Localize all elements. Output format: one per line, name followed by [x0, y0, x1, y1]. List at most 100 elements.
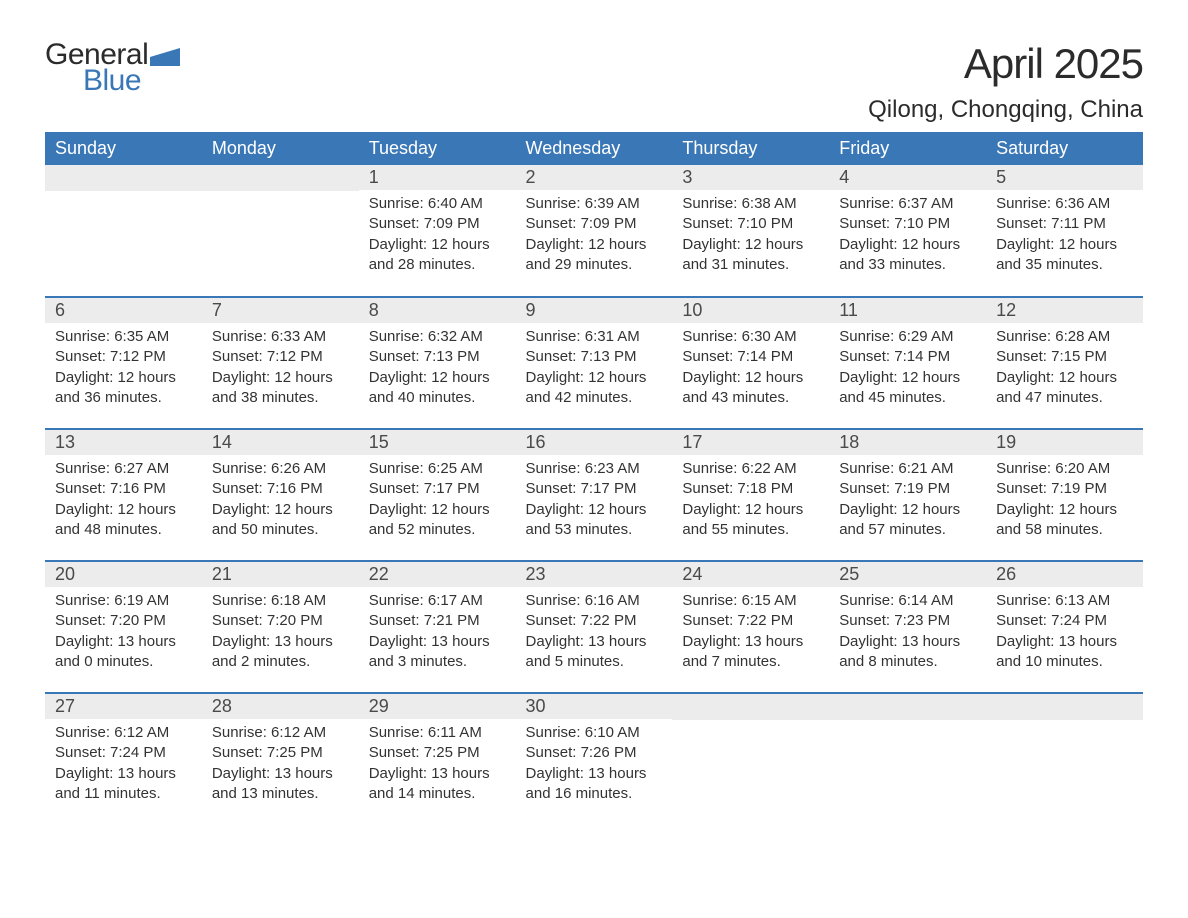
daylight-line: Daylight: 12 hours and 42 minutes. [526, 368, 663, 409]
day-number: 24 [672, 562, 829, 587]
sunset-line: Sunset: 7:11 PM [996, 214, 1133, 234]
day-number: 2 [516, 165, 673, 190]
sunrise-line-label: Sunrise: [526, 195, 585, 212]
sunset-line-label: Sunset: [55, 348, 110, 365]
day-body: Sunrise: 6:39 AMSunset: 7:09 PMDaylight:… [516, 190, 673, 283]
daylight-line-label: Daylight: [526, 369, 589, 386]
sunset-line-label: Sunset: [369, 744, 424, 761]
weekday-header: Wednesday [516, 132, 673, 165]
day-number: 1 [359, 165, 516, 190]
day-body: Sunrise: 6:17 AMSunset: 7:21 PMDaylight:… [359, 587, 516, 680]
sunset-line-value: 7:25 PM [267, 744, 323, 761]
daylight-line-label: Daylight: [996, 633, 1059, 650]
sunset-line: Sunset: 7:20 PM [55, 611, 192, 631]
sunrise-line-label: Sunrise: [839, 592, 898, 609]
day-body: Sunrise: 6:33 AMSunset: 7:12 PMDaylight:… [202, 323, 359, 416]
daylight-line: Daylight: 13 hours and 11 minutes. [55, 764, 192, 805]
sunset-line-label: Sunset: [212, 612, 267, 629]
day-body: Sunrise: 6:40 AMSunset: 7:09 PMDaylight:… [359, 190, 516, 283]
sunset-line-value: 7:21 PM [424, 612, 480, 629]
sunset-line-label: Sunset: [682, 348, 737, 365]
day-body: Sunrise: 6:19 AMSunset: 7:20 PMDaylight:… [45, 587, 202, 680]
sunrise-line-label: Sunrise: [369, 592, 428, 609]
daylight-line: Daylight: 13 hours and 7 minutes. [682, 632, 819, 673]
sunset-line: Sunset: 7:22 PM [526, 611, 663, 631]
calendar-cell: 29Sunrise: 6:11 AMSunset: 7:25 PMDayligh… [359, 693, 516, 825]
sunrise-line-value: 6:16 AM [585, 592, 640, 609]
sunrise-line-label: Sunrise: [212, 724, 271, 741]
daylight-line-label: Daylight: [369, 236, 432, 253]
day-number: 23 [516, 562, 673, 587]
weekday-header: Sunday [45, 132, 202, 165]
sunset-line: Sunset: 7:10 PM [839, 214, 976, 234]
day-number: 26 [986, 562, 1143, 587]
sunset-line-label: Sunset: [526, 612, 581, 629]
daylight-line: Daylight: 13 hours and 10 minutes. [996, 632, 1133, 673]
sunrise-line-value: 6:33 AM [271, 328, 326, 345]
calendar-cell: 20Sunrise: 6:19 AMSunset: 7:20 PMDayligh… [45, 561, 202, 693]
sunrise-line-value: 6:28 AM [1055, 328, 1110, 345]
sunset-line-value: 7:24 PM [1051, 612, 1107, 629]
sunrise-line-value: 6:19 AM [114, 592, 169, 609]
sunrise-line-value: 6:32 AM [428, 328, 483, 345]
sunset-line: Sunset: 7:18 PM [682, 479, 819, 499]
sunrise-line: Sunrise: 6:12 AM [212, 723, 349, 743]
sunrise-line: Sunrise: 6:22 AM [682, 459, 819, 479]
calendar-week-row: 6Sunrise: 6:35 AMSunset: 7:12 PMDaylight… [45, 297, 1143, 429]
sunset-line: Sunset: 7:20 PM [212, 611, 349, 631]
sunset-line-label: Sunset: [996, 612, 1051, 629]
sunrise-line: Sunrise: 6:26 AM [212, 459, 349, 479]
sunset-line-value: 7:25 PM [424, 744, 480, 761]
daylight-line-label: Daylight: [839, 369, 902, 386]
sunrise-line-value: 6:27 AM [114, 460, 169, 477]
sunset-line-label: Sunset: [839, 612, 894, 629]
calendar-week-row: 20Sunrise: 6:19 AMSunset: 7:20 PMDayligh… [45, 561, 1143, 693]
day-number: 13 [45, 430, 202, 455]
sunrise-line: Sunrise: 6:18 AM [212, 591, 349, 611]
daylight-line-label: Daylight: [996, 236, 1059, 253]
logo-text-2: Blue [83, 66, 180, 96]
day-body: Sunrise: 6:29 AMSunset: 7:14 PMDaylight:… [829, 323, 986, 416]
daylight-line-label: Daylight: [369, 765, 432, 782]
sunrise-line: Sunrise: 6:12 AM [55, 723, 192, 743]
sunset-line-label: Sunset: [55, 480, 110, 497]
daylight-line: Daylight: 12 hours and 29 minutes. [526, 235, 663, 276]
sunrise-line: Sunrise: 6:39 AM [526, 194, 663, 214]
calendar-cell [672, 693, 829, 825]
daylight-line-label: Daylight: [369, 501, 432, 518]
sunset-line: Sunset: 7:19 PM [839, 479, 976, 499]
day-number: 14 [202, 430, 359, 455]
sunset-line: Sunset: 7:13 PM [526, 347, 663, 367]
sunrise-line-label: Sunrise: [212, 328, 271, 345]
calendar-cell: 30Sunrise: 6:10 AMSunset: 7:26 PMDayligh… [516, 693, 673, 825]
daylight-line: Daylight: 13 hours and 16 minutes. [526, 764, 663, 805]
day-number: 10 [672, 298, 829, 323]
sunrise-line: Sunrise: 6:40 AM [369, 194, 506, 214]
sunset-line-value: 7:14 PM [894, 348, 950, 365]
sunset-line: Sunset: 7:22 PM [682, 611, 819, 631]
day-number: 11 [829, 298, 986, 323]
day-body: Sunrise: 6:14 AMSunset: 7:23 PMDaylight:… [829, 587, 986, 680]
day-body: Sunrise: 6:20 AMSunset: 7:19 PMDaylight:… [986, 455, 1143, 548]
sunset-line-label: Sunset: [996, 215, 1051, 232]
sunset-line-value: 7:14 PM [737, 348, 793, 365]
sunrise-line-value: 6:15 AM [742, 592, 797, 609]
sunset-line-value: 7:10 PM [894, 215, 950, 232]
daylight-line-label: Daylight: [682, 236, 745, 253]
daylight-line-label: Daylight: [839, 633, 902, 650]
sunrise-line-value: 6:23 AM [585, 460, 640, 477]
day-body: Sunrise: 6:27 AMSunset: 7:16 PMDaylight:… [45, 455, 202, 548]
day-number: 27 [45, 694, 202, 719]
sunrise-line-label: Sunrise: [369, 460, 428, 477]
sunset-line-value: 7:17 PM [581, 480, 637, 497]
daylight-line-label: Daylight: [212, 765, 275, 782]
day-number: 9 [516, 298, 673, 323]
sunrise-line-value: 6:36 AM [1055, 195, 1110, 212]
sunset-line-label: Sunset: [526, 348, 581, 365]
calendar-cell: 21Sunrise: 6:18 AMSunset: 7:20 PMDayligh… [202, 561, 359, 693]
daylight-line: Daylight: 13 hours and 3 minutes. [369, 632, 506, 673]
daylight-line-label: Daylight: [526, 236, 589, 253]
day-body: Sunrise: 6:30 AMSunset: 7:14 PMDaylight:… [672, 323, 829, 416]
flag-icon [150, 48, 180, 66]
sunset-line-label: Sunset: [212, 348, 267, 365]
